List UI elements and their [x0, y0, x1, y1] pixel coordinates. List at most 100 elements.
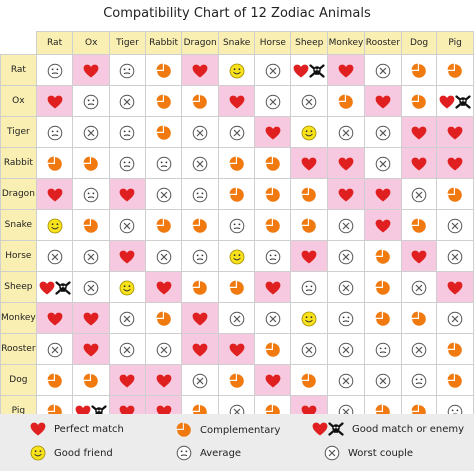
cross-circle-icon	[119, 311, 135, 327]
cell-dragon-monkey	[327, 178, 365, 210]
heart-icon	[411, 157, 427, 171]
cell-tiger-tiger	[109, 116, 146, 148]
row-header: Tiger	[0, 116, 37, 148]
cross-circle-icon	[338, 373, 354, 389]
cross-circle-icon	[338, 125, 354, 141]
cell-rooster-sheep	[290, 333, 329, 365]
cell-dog-dog	[400, 364, 438, 396]
cell-dog-dragon	[181, 364, 220, 396]
cross-circle-icon	[47, 249, 63, 265]
cell-rabbit-sheep	[290, 147, 329, 179]
legend-item-good-or-enemy: Good match or enemy	[312, 422, 464, 436]
cell-dog-sheep	[290, 364, 329, 396]
cell-snake-tiger	[109, 209, 146, 241]
cell-rooster-horse	[254, 333, 292, 365]
pie-icon	[375, 280, 391, 296]
heart-icon	[83, 64, 99, 78]
neutral-face-icon	[265, 249, 281, 265]
cross-circle-icon	[83, 125, 99, 141]
legend-label: Good friend	[54, 447, 113, 459]
cell-tiger-rabbit	[144, 116, 183, 148]
cell-tiger-rooster	[363, 116, 402, 148]
neutral-face-icon	[192, 187, 208, 203]
column-header: Monkey	[327, 31, 365, 55]
cross-circle-icon	[265, 63, 281, 79]
cell-ox-tiger	[109, 85, 146, 117]
neutral-face-icon	[375, 342, 391, 358]
cross-circle-icon	[338, 218, 354, 234]
pie-icon	[156, 311, 172, 327]
cross-circle-icon	[265, 311, 281, 327]
cross-circle-icon	[192, 156, 208, 172]
cell-dragon-rooster	[363, 178, 402, 210]
neutral-face-icon	[47, 63, 63, 79]
cell-rabbit-snake	[218, 147, 256, 179]
smiley-icon	[301, 311, 317, 327]
cell-tiger-snake	[218, 116, 256, 148]
legend-label: Average	[200, 447, 242, 459]
cell-dog-rooster	[363, 364, 402, 396]
legend-label: Perfect match	[54, 423, 124, 435]
compatibility-table: Rat Ox Tiger Rabbit Dragon Snake Horse Sheep Mon…	[0, 31, 474, 427]
cell-rabbit-pig	[436, 147, 474, 179]
row-header: Monkey	[0, 302, 37, 334]
heart-and-skull-icon	[39, 281, 71, 295]
cell-dragon-pig	[436, 178, 474, 210]
cell-dog-rabbit	[144, 364, 183, 396]
cell-rat-horse	[254, 54, 292, 86]
cell-ox-dog	[400, 85, 438, 117]
column-header: Horse	[254, 31, 292, 55]
chart-title: Compatibility Chart of 12 Zodiac Animals	[103, 6, 371, 21]
cross-circle-icon	[192, 373, 208, 389]
pie-icon	[156, 94, 172, 110]
cell-monkey-rooster	[363, 302, 402, 334]
heart-icon	[47, 188, 63, 202]
pie-icon	[375, 249, 391, 265]
cell-sheep-snake	[218, 271, 256, 303]
heart-icon	[338, 157, 354, 171]
cell-rooster-monkey	[327, 333, 365, 365]
cell-rabbit-dragon	[181, 147, 220, 179]
cross-circle-icon	[411, 280, 427, 296]
column-header: Pig	[436, 31, 474, 55]
legend-label: Complementary	[200, 424, 281, 436]
cross-circle-icon	[192, 125, 208, 141]
cell-dog-snake	[218, 364, 256, 396]
cell-monkey-rabbit	[144, 302, 183, 334]
cell-snake-ox	[72, 209, 111, 241]
cell-dog-rat	[35, 364, 74, 396]
cell-rooster-tiger	[109, 333, 146, 365]
cell-rooster-rabbit	[144, 333, 183, 365]
cell-snake-snake	[218, 209, 256, 241]
column-header: Tiger	[109, 31, 146, 55]
legend-label: Good match or enemy	[352, 423, 465, 435]
pie-icon	[411, 218, 427, 234]
cell-rat-tiger	[109, 54, 146, 86]
table-row: Dog	[0, 364, 474, 396]
cell-ox-sheep	[290, 85, 329, 117]
row-header: Rat	[0, 54, 37, 86]
cell-pig-pig	[436, 395, 474, 427]
heart-icon	[229, 343, 245, 357]
smiley-icon	[47, 218, 63, 234]
cell-rabbit-ox	[72, 147, 111, 179]
cell-horse-dog	[400, 240, 438, 272]
pie-icon	[83, 218, 99, 234]
cell-tiger-pig	[436, 116, 474, 148]
pie-icon	[83, 373, 99, 389]
cell-ox-snake	[218, 85, 256, 117]
pie-icon	[47, 373, 63, 389]
heart-icon	[83, 312, 99, 326]
row-header: Horse	[0, 240, 37, 272]
heart-icon	[30, 422, 46, 436]
column-header: Dog	[400, 31, 438, 55]
column-header-row: Rat Ox Tiger Rabbit Dragon Snake Horse Sheep Mon…	[0, 31, 474, 55]
neutral-face-icon	[411, 373, 427, 389]
cell-monkey-pig	[436, 302, 474, 334]
cell-dog-pig	[436, 364, 474, 396]
smiley-icon	[119, 280, 135, 296]
table-row: Rat	[0, 54, 474, 86]
cell-tiger-ox	[72, 116, 111, 148]
smiley-icon	[301, 125, 317, 141]
pie-icon	[447, 63, 463, 79]
